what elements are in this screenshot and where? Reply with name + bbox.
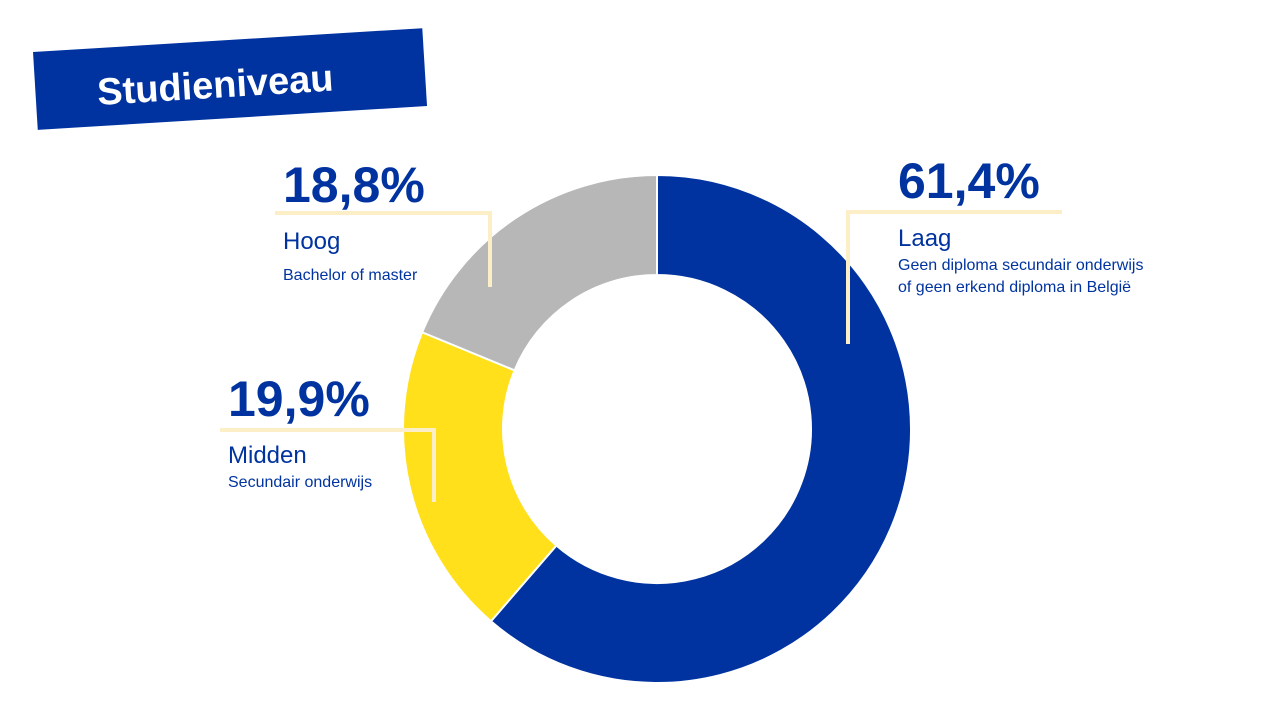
midden-leader-horizontal — [220, 428, 436, 432]
donut-slice-laag — [489, 173, 912, 684]
midden-description: Secundair onderwijs — [228, 474, 373, 491]
hoog-leader-horizontal — [275, 211, 492, 215]
midden-percentage: 19,9% — [228, 371, 370, 427]
donut-slice-hoog — [420, 173, 658, 372]
hoog-label: Hoog — [283, 228, 341, 255]
donut-slice-midden — [402, 330, 558, 623]
midden-leader-vertical — [432, 428, 436, 502]
midden-label: Midden — [228, 442, 307, 469]
laag-description-line-2: of geen erkend diploma in België — [898, 279, 1132, 296]
hoog-percentage: 18,8% — [283, 157, 425, 213]
laag-percentage: 61,4% — [898, 153, 1040, 209]
hoog-description: Bachelor of master — [283, 267, 418, 284]
laag-description-line-1: Geen diploma secundair onderwijs — [898, 257, 1144, 274]
laag-label: Laag — [898, 225, 952, 252]
hoog-leader-vertical — [488, 211, 492, 287]
laag-leader-horizontal — [846, 210, 1062, 214]
laag-leader-vertical — [846, 210, 850, 344]
